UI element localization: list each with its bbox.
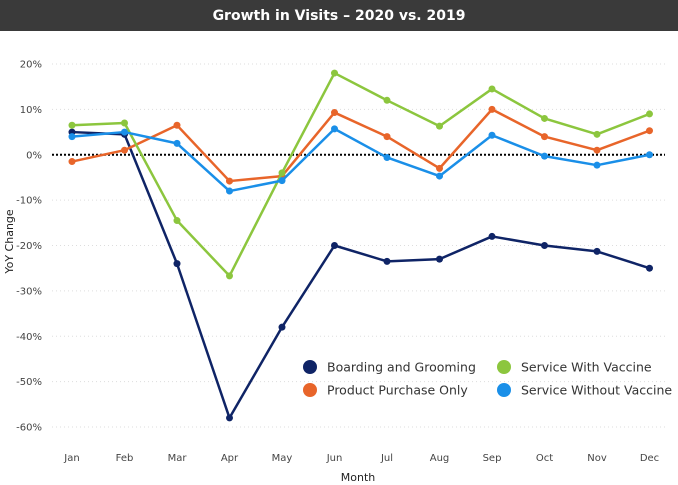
legend-marker	[303, 383, 317, 397]
data-point	[226, 187, 233, 195]
legend-item: Product Purchase Only	[303, 383, 468, 398]
data-point	[173, 121, 181, 129]
y-axis-ticks: 20% 10% 0% -10% -20% -30% -40% -50% -60%	[16, 60, 42, 434]
data-point	[488, 232, 496, 240]
legend-label: Service With Vaccine	[521, 360, 652, 375]
series-service-without-vaccine	[68, 125, 653, 195]
y-tick-label: -20%	[16, 241, 42, 252]
x-tick-label: Sep	[483, 453, 502, 464]
x-tick-label: Dec	[640, 453, 659, 464]
y-tick-label: 0%	[26, 150, 42, 161]
data-point	[488, 105, 496, 113]
data-point	[593, 247, 601, 255]
legend-label: Boarding and Grooming	[327, 360, 476, 375]
legend-item: Service Without Vaccine	[497, 383, 672, 398]
x-tick-label: Jan	[63, 453, 79, 464]
x-axis-ticks: Jan Feb Mar Apr May Jun Jul Aug Sep Oct Nov Dec	[63, 453, 659, 464]
series-line	[71, 108, 650, 183]
series-service-with-vaccine	[68, 69, 653, 280]
data-point	[226, 177, 233, 185]
legend-label: Product Purchase Only	[327, 383, 468, 398]
data-point	[646, 264, 653, 272]
data-point	[331, 69, 338, 77]
data-point	[541, 242, 548, 249]
y-tick-label: 20%	[20, 60, 42, 71]
data-point	[593, 146, 601, 154]
data-point	[541, 133, 548, 141]
data-point	[646, 110, 653, 118]
data-point	[226, 272, 233, 280]
data-point	[593, 161, 601, 169]
data-point	[278, 323, 286, 331]
data-point	[278, 177, 286, 185]
data-point	[173, 139, 181, 147]
series-line	[71, 71, 650, 278]
data-point	[173, 217, 181, 225]
x-tick-label: Aug	[430, 453, 450, 464]
data-point	[173, 260, 181, 268]
legend-marker	[497, 383, 511, 397]
x-tick-label: Jun	[326, 453, 343, 464]
data-point	[541, 152, 548, 160]
data-point	[593, 130, 601, 138]
y-axis-label: YoY Change	[3, 209, 16, 275]
y-tick-label: 10%	[20, 105, 42, 116]
y-tick-label: -60%	[16, 423, 42, 434]
data-point	[488, 131, 496, 139]
data-point	[121, 128, 128, 136]
data-point	[68, 133, 76, 141]
x-tick-label: Mar	[168, 453, 188, 464]
data-point	[383, 257, 391, 265]
x-tick-label: Feb	[116, 453, 134, 464]
data-point	[383, 153, 391, 161]
line-chart: 20% 10% 0% -10% -20% -30% -40% -50% -60% Jan Feb M…	[3, 60, 672, 485]
data-point	[488, 85, 496, 93]
data-point	[331, 109, 338, 117]
data-point	[646, 151, 653, 159]
data-point	[436, 172, 443, 180]
x-axis-label: Month	[341, 471, 376, 484]
data-point	[68, 121, 76, 129]
data-point	[436, 164, 443, 172]
y-tick-label: -10%	[16, 196, 42, 207]
x-tick-label: May	[272, 453, 293, 464]
legend-marker	[497, 360, 511, 374]
x-tick-label: Nov	[587, 453, 607, 464]
data-point	[436, 255, 443, 263]
y-tick-label: -30%	[16, 286, 42, 297]
data-point	[383, 133, 391, 141]
legend-marker	[303, 360, 317, 374]
data-point	[331, 125, 338, 133]
y-tick-label: -40%	[16, 332, 42, 343]
data-point	[646, 127, 653, 135]
x-tick-label: Oct	[536, 453, 553, 464]
series-line	[71, 130, 650, 420]
chart-title: Growth in Visits – 2020 vs. 2019	[0, 0, 678, 31]
series-product-purchase-only	[68, 105, 653, 185]
series-boarding-and-grooming	[68, 128, 653, 422]
data-point	[331, 242, 338, 249]
data-point	[278, 169, 286, 177]
x-tick-label: Apr	[221, 453, 239, 464]
series-line	[71, 127, 650, 193]
legend-item: Service With Vaccine	[497, 360, 652, 375]
legend-item: Boarding and Grooming	[303, 360, 476, 375]
data-point	[541, 114, 548, 122]
legend-label: Service Without Vaccine	[521, 383, 672, 398]
series-lines	[68, 69, 653, 422]
data-point	[383, 96, 391, 104]
data-point	[68, 158, 76, 166]
data-point	[226, 414, 233, 422]
data-point	[436, 122, 443, 130]
x-tick-label: Jul	[380, 453, 393, 464]
data-point	[121, 119, 128, 127]
data-point	[121, 146, 128, 154]
y-tick-label: -50%	[16, 377, 42, 388]
legend: Boarding and Grooming Product Purchase On…	[303, 360, 672, 398]
